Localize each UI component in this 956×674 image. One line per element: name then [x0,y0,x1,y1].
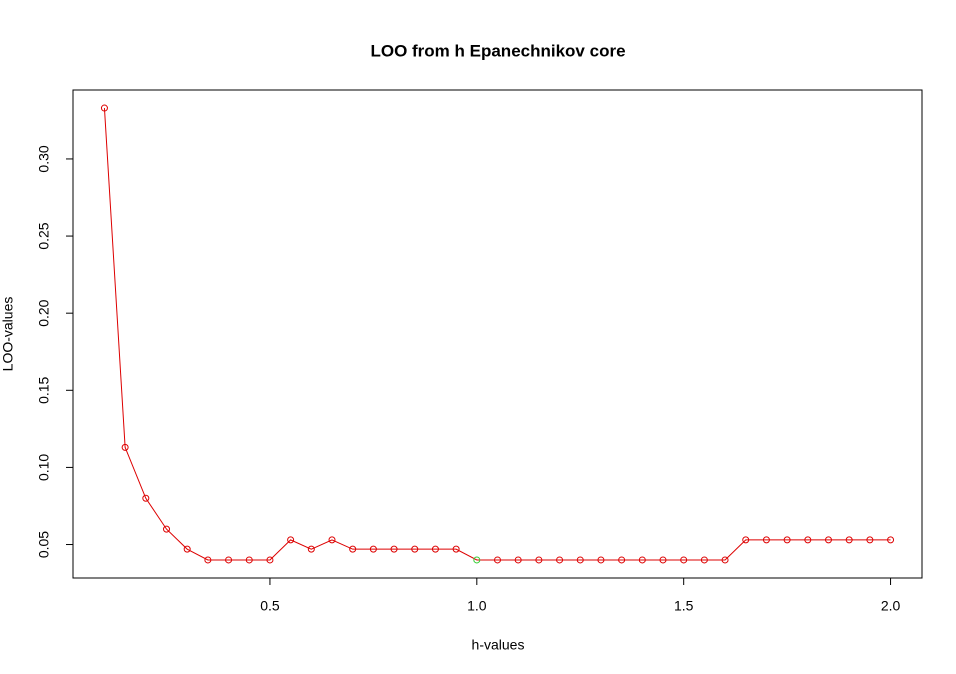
point [721,556,729,564]
point [742,536,750,544]
point [225,556,233,564]
y-tick-label: 0.15 [36,376,52,403]
plot-box [72,89,923,579]
point [204,556,212,564]
point [700,556,708,564]
point [369,545,377,553]
point [618,556,626,564]
point [638,556,646,564]
point [535,556,543,564]
point [845,536,853,544]
y-tick-label: 0.10 [36,454,52,481]
y-tick-label: 0.25 [36,222,52,249]
point [659,556,667,564]
point [349,545,357,553]
point [266,556,274,564]
point [142,494,150,502]
x-axis-label: h-values [472,637,525,653]
point [576,556,584,564]
point [597,556,605,564]
point [887,536,895,544]
point [783,536,791,544]
point [680,556,688,564]
point [494,556,501,564]
point [245,556,253,564]
point [804,536,812,544]
x-tick-label: 2.0 [881,598,901,614]
point [866,536,874,544]
point [824,536,832,544]
point [452,545,460,553]
point [390,545,398,553]
y-tick-label: 0.20 [36,299,52,326]
point [328,536,336,544]
x-tick-label: 1.5 [674,598,694,614]
y-tick-label: 0.30 [36,145,52,172]
line [103,108,891,561]
point [411,545,419,553]
chart-title: LOO from h Epanechnikov core [370,41,625,60]
x-tick-label: 0.5 [260,598,280,614]
point [431,545,439,553]
y-axis-label: LOO-values [0,297,16,372]
point [121,443,129,451]
point [100,104,108,112]
point [163,525,171,533]
y-tick-label: 0.05 [36,531,52,558]
point [473,556,481,564]
point [183,545,191,553]
point [556,556,564,564]
x-tick-label: 1.0 [467,598,487,614]
point [287,536,295,544]
point [514,556,522,564]
point [762,536,770,544]
point [307,545,315,553]
